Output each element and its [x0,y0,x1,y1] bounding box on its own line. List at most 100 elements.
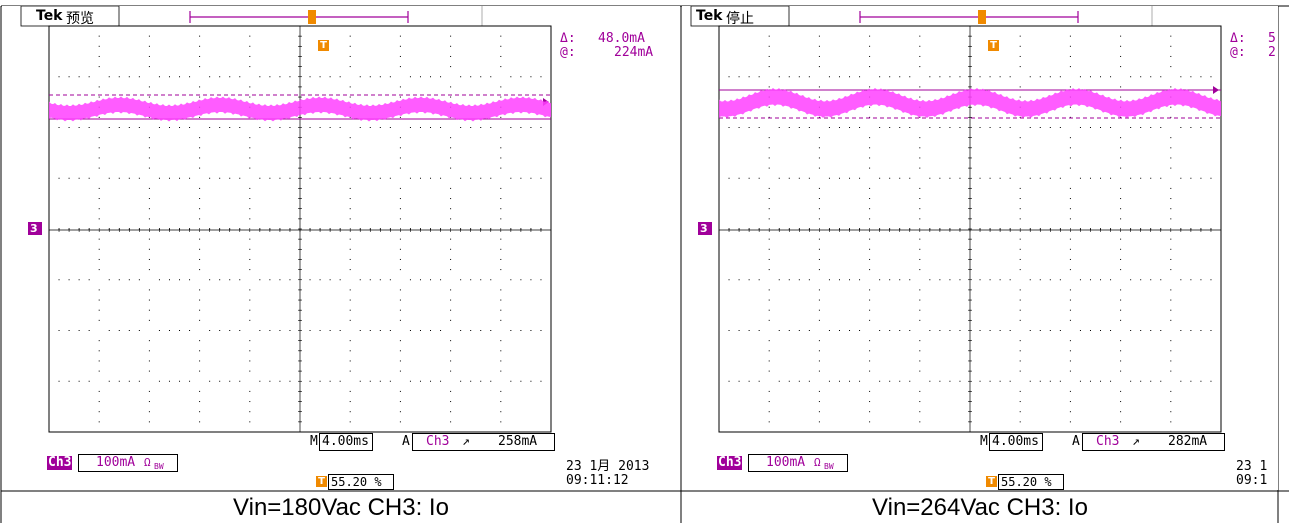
grid-dot [1019,35,1021,37]
grid-dot [869,401,871,403]
grid-dot [869,248,871,250]
grid-dot [98,360,100,362]
grid-dot [118,127,120,128]
grid-dot [168,279,170,281]
grid-dot [909,127,911,128]
grid-dot [480,279,482,281]
grid-dot [1019,208,1021,210]
grid-dot [929,380,931,382]
grid-dot [199,218,201,220]
grid-dot [470,76,472,78]
grid-dot [879,380,881,382]
grid-dot [530,127,532,128]
grid-dot [249,238,251,240]
grid-dot [989,76,991,78]
grid-dot [500,198,502,200]
grid-dot [68,76,70,78]
grid-dot [818,116,820,118]
grid-dot [460,380,462,382]
grid-dot [1019,370,1021,372]
grid-dot [148,55,150,57]
grid-dot [1069,157,1071,159]
trigger-prefix: A [1072,434,1080,449]
grid-dot [1120,401,1122,403]
grid-dot [768,147,770,149]
grid-dot [419,127,421,128]
grid-dot [399,421,401,423]
grid-dot [490,330,492,331]
grid-dot [979,330,981,331]
grid-dot [349,218,351,220]
grid-dot [329,279,331,281]
grid-dot [199,340,201,342]
grid-dot [798,177,800,179]
grid-dot [349,137,351,139]
grid-dot [369,380,371,382]
grid-dot [399,45,401,47]
grid-dot [98,208,100,210]
grid-dot [1170,137,1172,139]
grid-dot [989,177,991,179]
grid-dot [818,187,820,189]
channel-scale: 100mA [96,455,136,470]
grid-dot [869,370,871,372]
grid-dot [249,167,251,169]
grid-dot [919,248,921,250]
grid-dot [98,137,100,139]
grid-dot [239,177,241,179]
grid-dot [249,340,251,342]
grid-dot [209,330,211,331]
grid-dot [869,411,871,413]
grid-dot [168,177,170,179]
grid-dot [199,208,201,210]
grid-dot [909,380,911,382]
grid-dot [728,177,730,179]
caption-right: Vin=264Vac CH3: Io [872,493,1088,521]
grid-dot [758,380,760,382]
grid-dot [399,208,401,210]
grid-dot [158,330,160,331]
channel-badge: Ch3 [47,455,73,470]
grid-dot [209,380,211,382]
grid-dot [78,76,80,78]
grid-dot [379,177,381,179]
grid-dot [788,76,790,78]
grid-dot [199,401,201,403]
grid-dot [929,127,931,128]
grid-dot [1069,208,1071,210]
grid-dot [229,177,231,179]
grid-dot [1069,45,1071,47]
grid-dot [450,208,452,210]
status-box [20,6,120,27]
grid-dot [838,127,840,128]
grid-dot [138,76,140,78]
grid-dot [919,45,921,47]
grid-dot [788,380,790,382]
grid-dot [1190,76,1192,78]
grid-dot [768,35,770,37]
grid-dot [108,330,110,331]
grid-dot [148,238,150,240]
grid-dot [1079,279,1081,281]
grid-dot [500,66,502,68]
grid-dot [1049,279,1051,281]
trigger-channel: Ch3 [1096,434,1120,449]
grid-dot [818,55,820,57]
grid-dot [979,279,981,281]
grid-dot [1140,330,1142,331]
grid-dot [818,248,820,250]
grid-dot [1170,167,1172,169]
grid-dot [148,147,150,149]
grid-dot [279,330,281,331]
grid-dot [808,76,810,78]
grid-dot [319,76,321,78]
grid-dot [450,299,452,301]
grid-dot [450,35,452,37]
grid-dot [520,177,522,179]
trigger-pos-icon: T [986,476,997,487]
grid-dot [1210,330,1212,331]
grid-dot [138,177,140,179]
grid-dot [229,76,231,78]
grid-dot [728,76,730,78]
grid-dot [748,177,750,179]
